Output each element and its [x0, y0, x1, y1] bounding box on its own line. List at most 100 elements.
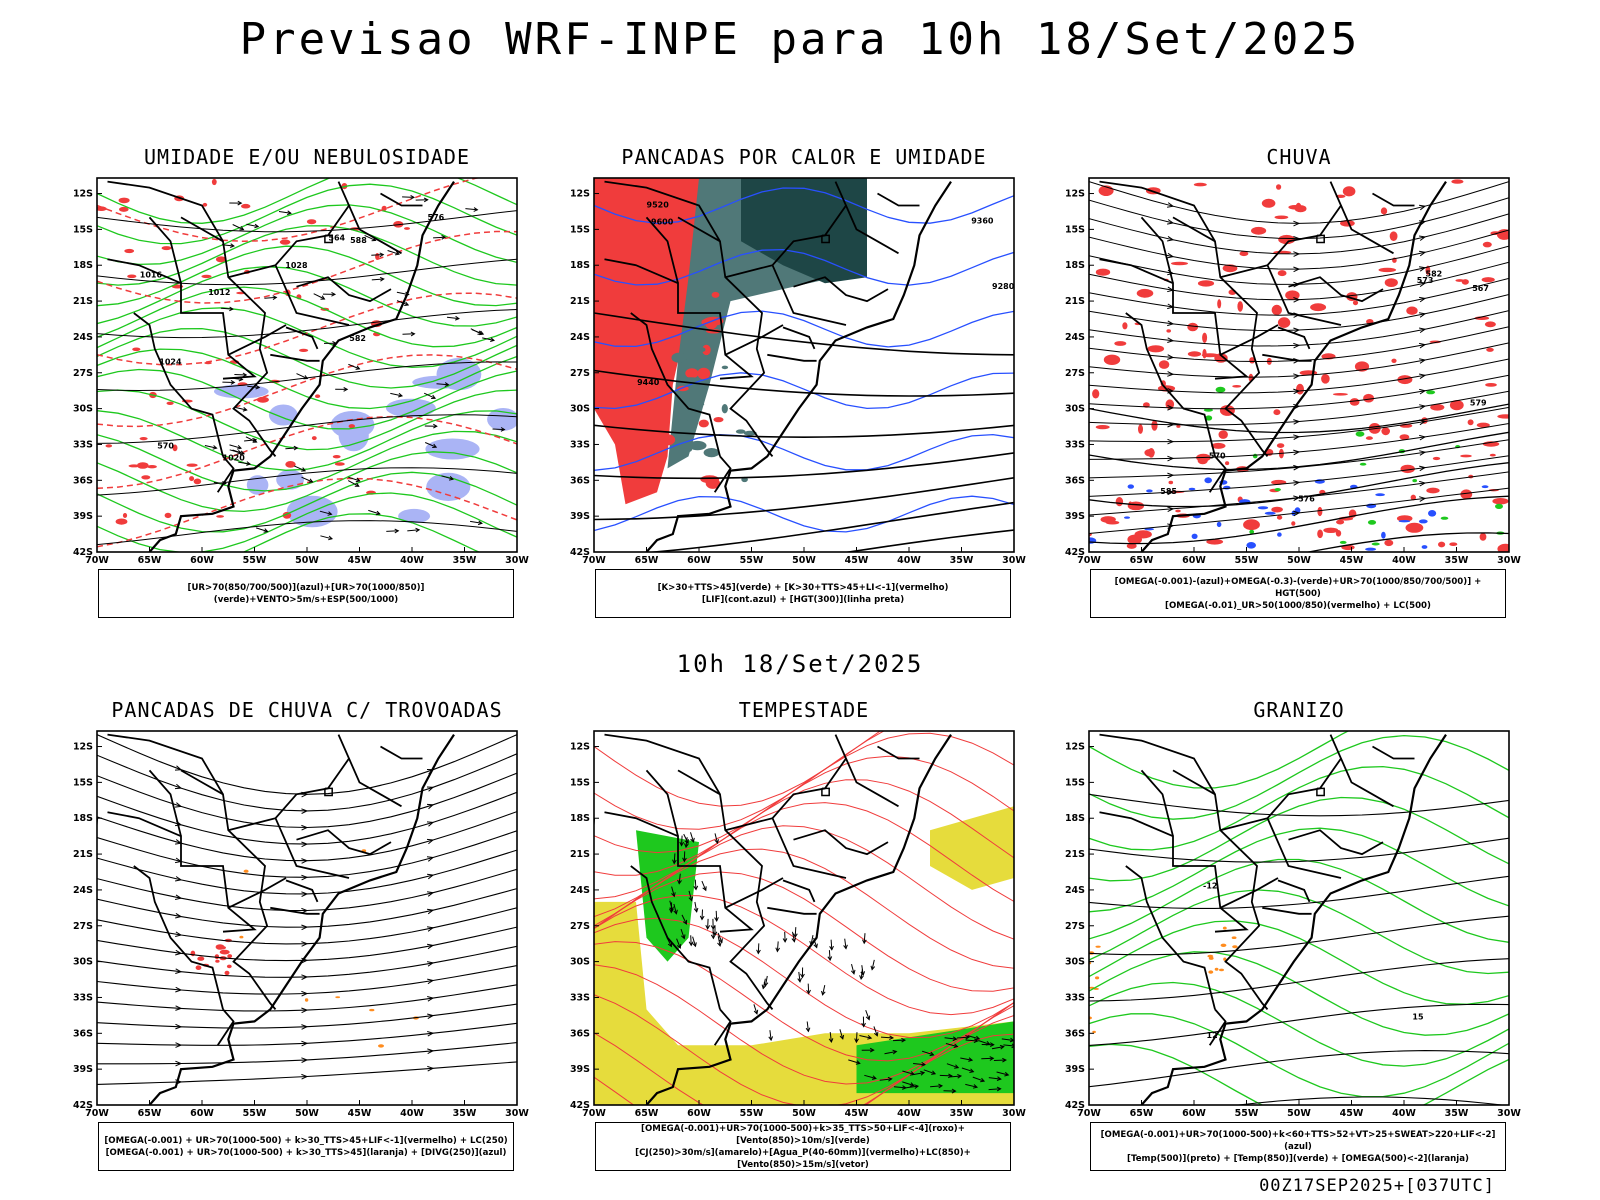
lon-tick-label: 40W — [400, 555, 424, 566]
contour-label: 9280 — [992, 282, 1015, 291]
map-plot: 1016 1020 1024 1028 1012 570 576 582 588 564 12S 15… — [73, 177, 529, 566]
lat-tick-label: 24S — [570, 885, 590, 896]
lat-tick-label: 30S — [570, 404, 590, 415]
lat-tick-label: 18S — [73, 260, 93, 271]
lon-tick-label: 65W — [635, 1108, 659, 1119]
lat-tick-label: 18S — [570, 260, 590, 271]
panel-legend: [OMEGA(-0.001)-(azul)+OMEGA(-0.3)-(verde… — [1090, 569, 1506, 618]
lat-tick-label: 12S — [570, 742, 590, 753]
lat-tick-label: 15S — [1065, 777, 1085, 788]
lat-tick-label: 24S — [1065, 885, 1085, 896]
run-timestamp: 00Z17SEP2025+[037UTC] — [1259, 1176, 1495, 1196]
lon-tick-label: 40W — [897, 1108, 921, 1119]
lat-tick-label: 30S — [1065, 957, 1085, 968]
overlay — [1089, 179, 1509, 552]
lat-tick-label: 21S — [570, 849, 590, 860]
lon-tick-label: 40W — [897, 555, 921, 566]
lat-tick-label: 21S — [1065, 296, 1085, 307]
lat-tick-label: 39S — [570, 511, 590, 522]
contour-label: 582 — [1426, 270, 1443, 279]
lat-tick-label: 12S — [73, 742, 93, 753]
lat-tick-label: 21S — [73, 849, 93, 860]
lat-tick-label: 15S — [570, 224, 590, 235]
legend-line: [OMEGA(-0.01)_UR>50(1000/850)(vermelho) … — [1165, 600, 1431, 611]
lon-tick-label: 50W — [295, 1108, 319, 1119]
lat-tick-label: 36S — [73, 475, 93, 486]
lat-tick-label: 42S — [1065, 547, 1085, 558]
map-plot: 9600 9520 9440 9360 9280 12S 15S 18S 21S 24S 27S 30… — [570, 177, 1026, 566]
panel-legend: [UR>70(850/700/500)](azul)+[UR>70(1000/8… — [98, 569, 514, 618]
lon-tick-label: 70W — [1077, 1108, 1101, 1119]
legend-line: [OMEGA(-0.001)-(azul)+OMEGA(-0.3)-(verde… — [1114, 576, 1482, 599]
contour-label: 573 — [1417, 276, 1434, 285]
lat-tick-label: 33S — [73, 993, 93, 1004]
lat-tick-label: 12S — [73, 189, 93, 200]
lon-tick-label: 35W — [950, 1108, 974, 1119]
geographic-outlines — [1089, 733, 1447, 1105]
lat-tick-label: 24S — [1065, 332, 1085, 343]
lon-tick-label: 45W — [1340, 555, 1364, 566]
lat-tick-label: 15S — [73, 224, 93, 235]
legend-line: [CJ(250)>30m/s](amarelo)+[Agua_P(40-60mm… — [635, 1147, 971, 1170]
lat-tick-label: 18S — [1065, 813, 1085, 824]
lat-tick-label: 21S — [570, 296, 590, 307]
main-title: Previsao WRF-INPE para 10h 18/Set/2025 — [239, 14, 1361, 65]
lon-tick-label: 30W — [1002, 555, 1026, 566]
contour-label: 567 — [1472, 284, 1489, 293]
map-layers — [1089, 179, 1509, 552]
map-plot: -12 12 15 12S 15S 18S 21S 24S 27S 30S 33S 36S 39S 42S… — [1065, 730, 1521, 1119]
contour-label: 1028 — [285, 261, 308, 270]
overlay — [594, 178, 867, 505]
lat-tick-label: 21S — [1065, 849, 1085, 860]
lon-tick-label: 55W — [243, 555, 267, 566]
lat-tick-label: 15S — [73, 777, 93, 788]
lon-tick-label: 60W — [190, 555, 214, 566]
lon-tick-label: 50W — [792, 1108, 816, 1119]
lon-tick-label: 30W — [1497, 1108, 1521, 1119]
lat-tick-label: 39S — [1065, 1064, 1085, 1075]
legend-line: [K>30+TTS>45](verde) + [K>30+TTS>45+LI<-… — [657, 582, 949, 593]
lat-tick-label: 33S — [1065, 440, 1085, 451]
lat-tick-label: 27S — [73, 921, 93, 932]
lat-tick-label: 33S — [570, 440, 590, 451]
panel-legend: [OMEGA(-0.001)+UR>70(1000-500)+k<60+TTS>… — [1090, 1122, 1506, 1171]
contour-label: 585 — [1160, 487, 1177, 496]
contour-label: -12 — [1203, 881, 1217, 890]
lat-tick-label: 27S — [570, 368, 590, 379]
panel-title: UMIDADE E/OU NEBULOSIDADE — [143, 145, 471, 169]
lon-tick-label: 45W — [845, 555, 869, 566]
lon-tick-label: 30W — [505, 1108, 529, 1119]
lat-tick-label: 27S — [1065, 368, 1085, 379]
lat-tick-label: 30S — [73, 404, 93, 415]
geographic-outlines — [594, 733, 952, 1105]
lon-tick-label: 70W — [582, 1108, 606, 1119]
lat-tick-label: 33S — [1065, 993, 1085, 1004]
lon-tick-label: 60W — [1182, 555, 1206, 566]
geographic-outlines — [594, 180, 952, 552]
lon-tick-label: 60W — [1182, 1108, 1206, 1119]
lon-tick-label: 55W — [740, 1108, 764, 1119]
lon-tick-label: 35W — [1445, 555, 1469, 566]
lat-tick-label: 36S — [1065, 1028, 1085, 1039]
map-layers — [1089, 731, 1509, 1105]
lat-tick-label: 42S — [73, 547, 93, 558]
panel-title: CHUVA — [1266, 145, 1332, 169]
lat-tick-label: 39S — [73, 511, 93, 522]
lon-tick-label: 65W — [1130, 555, 1154, 566]
legend-line: [LIF](cont.azul) + [HGT(300)](linha pret… — [701, 594, 905, 605]
map-layers — [594, 731, 1014, 1105]
lat-tick-label: 24S — [570, 332, 590, 343]
lat-tick-label: 33S — [570, 993, 590, 1004]
lat-tick-label: 18S — [1065, 260, 1085, 271]
legend-line: [Temp(500)](preto) + [Temp(850)](verde) … — [1127, 1153, 1469, 1164]
lon-tick-label: 70W — [85, 1108, 109, 1119]
lon-tick-label: 45W — [348, 555, 372, 566]
panel-legend: [OMEGA(-0.001)+UR>70(1000-500)+k>35_TTS>… — [595, 1122, 1011, 1171]
panel-title: TEMPESTADE — [738, 698, 870, 722]
lat-tick-label: 36S — [1065, 475, 1085, 486]
legend-line: [OMEGA(-0.001)+UR>70(1000-500)+k<60+TTS>… — [1100, 1129, 1496, 1152]
overlay — [1089, 926, 1238, 1034]
lon-tick-label: 40W — [1392, 555, 1416, 566]
contour-label: 564 — [328, 233, 345, 242]
